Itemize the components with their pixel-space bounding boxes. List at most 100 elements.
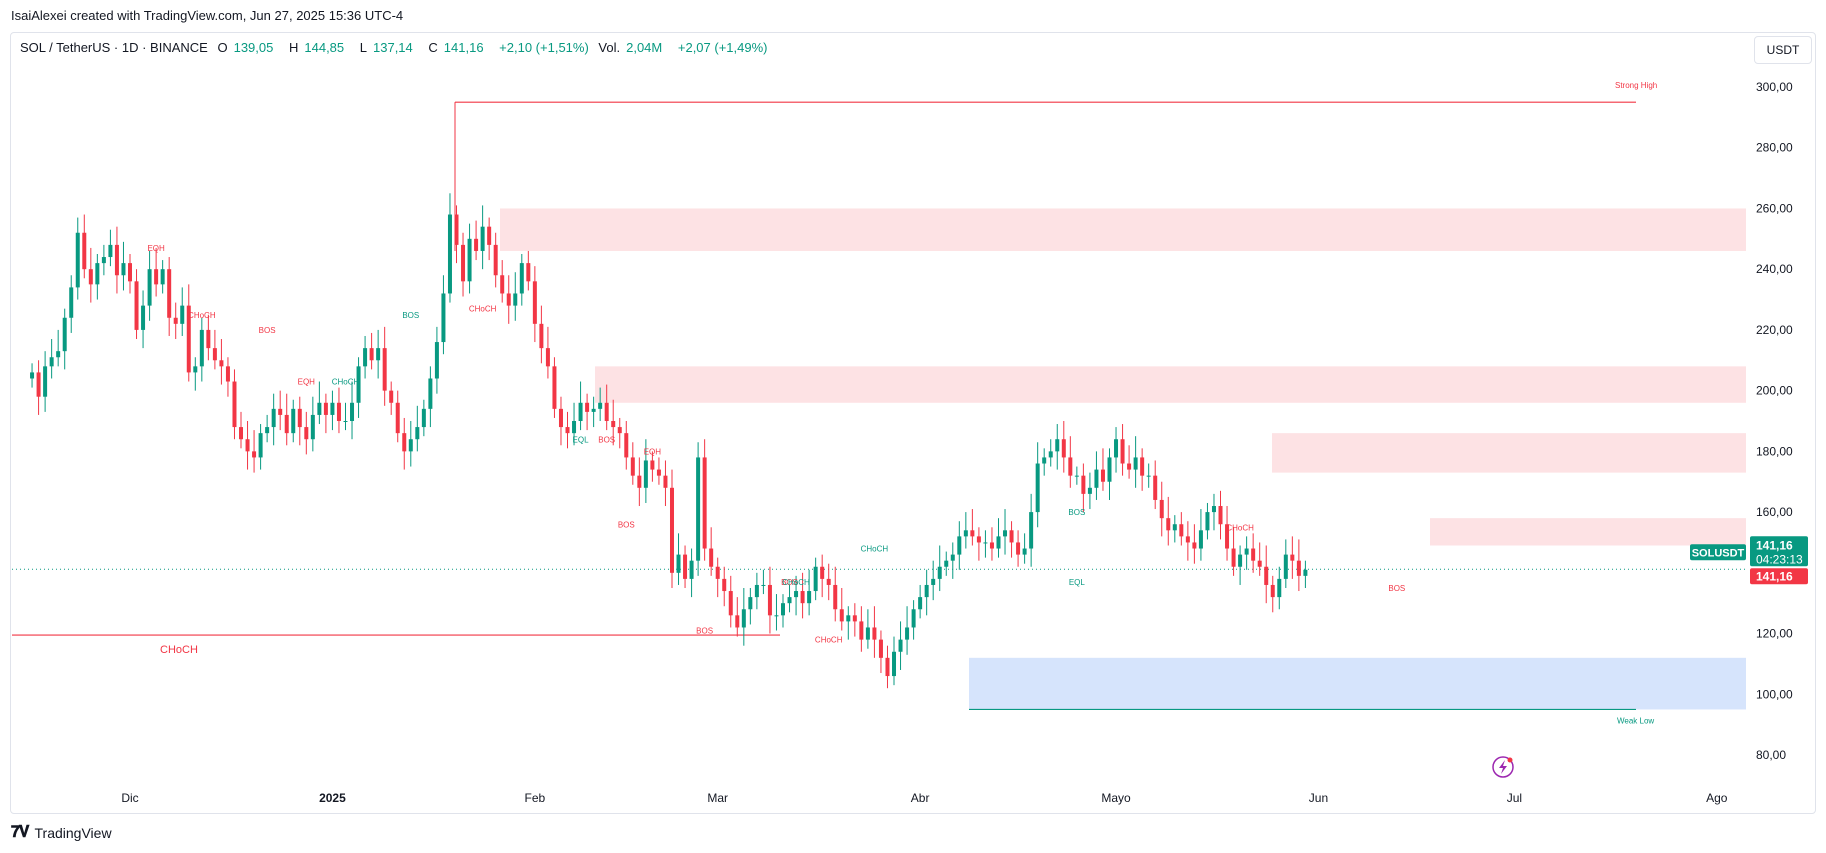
candle [767, 566, 772, 634]
candle [1029, 493, 1034, 567]
candle [1042, 448, 1047, 476]
candle [859, 606, 864, 652]
candle [56, 329, 61, 367]
candle-body [128, 263, 132, 282]
candle [604, 384, 609, 431]
candle [643, 439, 648, 503]
x-tick-label: Mayo [1101, 791, 1131, 805]
candle-body [310, 414, 315, 440]
candle [728, 575, 733, 628]
candle-body [839, 609, 844, 622]
footer-brand[interactable]: 𝟕𝐕 TradingView [11, 824, 112, 842]
flash-icon-circle [1492, 756, 1514, 778]
structure-label: BOS [618, 520, 635, 529]
candle [265, 414, 270, 443]
candle-body [552, 366, 557, 409]
candle-body [989, 542, 994, 549]
symbol-name[interactable]: SOL / TetherUS · 1D · BINANCE [20, 40, 208, 55]
candle [937, 545, 942, 592]
x-tick-label: Jul [1507, 791, 1522, 805]
candle-body [317, 402, 322, 415]
candle-body [1107, 457, 1112, 482]
candle [591, 396, 596, 428]
volume-change: +2,07 (+1,49%) [677, 40, 768, 55]
last-price-red-tag-bg [1750, 568, 1808, 585]
candle-body [376, 348, 381, 361]
candle-body [761, 584, 766, 586]
y-tick-label: 220,00 [1756, 323, 1793, 337]
candle-body [976, 536, 981, 543]
candle-body [252, 451, 257, 458]
candle [1192, 524, 1197, 564]
candle-body [1127, 463, 1132, 470]
y-tick-label: 260,00 [1756, 201, 1793, 215]
candle [1244, 536, 1249, 570]
candle [839, 588, 844, 631]
candle [526, 250, 531, 291]
candle [532, 266, 537, 343]
candle-body [598, 402, 603, 409]
volume-value: 2,04M [626, 40, 663, 55]
candle-body [1198, 530, 1203, 549]
candle-body [402, 433, 407, 452]
candle [1257, 542, 1262, 576]
candle [421, 399, 426, 437]
candle [1146, 463, 1151, 488]
y-tick-label: 180,00 [1756, 444, 1793, 458]
candle-body [493, 244, 498, 276]
candle [885, 645, 890, 689]
candle [225, 357, 230, 397]
candle [1087, 472, 1092, 510]
candle-body [1185, 536, 1190, 543]
candle [343, 402, 348, 431]
candle [558, 396, 563, 446]
y-tick-label: 240,00 [1756, 262, 1793, 276]
low-label: L [359, 40, 367, 55]
candle-body [937, 566, 942, 579]
candle [683, 545, 688, 588]
candle-body [1009, 530, 1014, 543]
candle [389, 381, 394, 415]
candle [1231, 527, 1236, 576]
structure-label: BOS [259, 326, 276, 335]
x-tick-label: 2025 [319, 791, 346, 805]
candle [1068, 436, 1073, 488]
candle-body [970, 530, 975, 537]
volume-label: Vol. [598, 40, 621, 55]
candle [1225, 506, 1230, 561]
currency-button[interactable]: USDT [1754, 36, 1812, 64]
candle-body [545, 348, 550, 367]
candle-body [1100, 469, 1105, 482]
structure-label: CHoCH [469, 305, 497, 314]
candle [82, 214, 87, 279]
candle-body [49, 357, 54, 367]
candle [996, 518, 1001, 558]
candle-body [702, 457, 707, 549]
candle [252, 430, 257, 473]
candle-body [905, 627, 910, 640]
y-tick-label: 160,00 [1756, 505, 1793, 519]
candle [434, 326, 439, 394]
candle-body [62, 317, 67, 352]
candle [970, 509, 975, 546]
candle-body [1257, 560, 1262, 567]
candle-body [382, 348, 387, 391]
candle-body [180, 305, 185, 324]
candle-body [1159, 499, 1164, 519]
candle [1264, 545, 1269, 604]
candle [878, 630, 883, 674]
candle-body [461, 244, 466, 282]
candle-body [519, 263, 524, 294]
candle-body [944, 560, 949, 567]
candle [369, 332, 374, 370]
candle-body [480, 226, 485, 251]
candle [454, 205, 459, 264]
candle [1283, 539, 1288, 588]
candle-body [167, 269, 172, 318]
candle-body [1172, 524, 1177, 531]
candle-body [931, 578, 936, 585]
candle [715, 557, 720, 598]
candle-body [872, 627, 877, 640]
